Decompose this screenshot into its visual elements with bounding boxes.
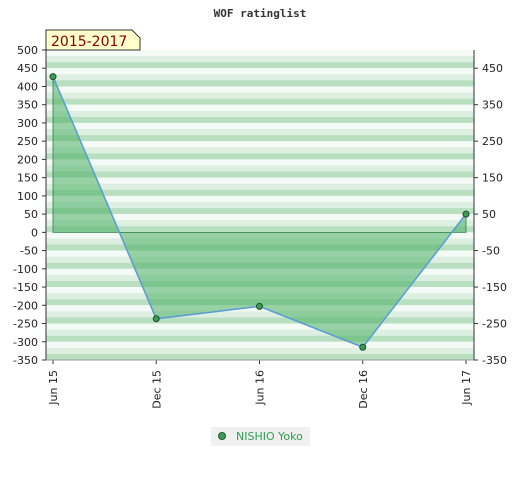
y-tick-label-right: -350 bbox=[482, 354, 507, 367]
grid-band bbox=[46, 86, 474, 93]
legend-marker bbox=[218, 432, 226, 440]
period-badge: 2015-2017 bbox=[45, 29, 141, 51]
grid-band bbox=[46, 110, 474, 117]
data-point[interactable] bbox=[359, 343, 367, 351]
grid-band bbox=[46, 159, 474, 166]
grid-band bbox=[46, 92, 474, 99]
y-tick-label: 250 bbox=[17, 135, 38, 148]
x-tick-label: Jun 16 bbox=[254, 370, 267, 406]
grid-band bbox=[46, 135, 474, 142]
grid-band bbox=[46, 311, 474, 318]
x-tick-label: Jun 15 bbox=[47, 370, 60, 406]
y-axis-left: 500450400350300250200150100500-50-100-15… bbox=[13, 44, 47, 367]
period-label: 2015-2017 bbox=[51, 34, 127, 50]
grid-band bbox=[46, 80, 474, 87]
x-axis: Jun 15 Dec 15 Jun 16 Dec 16 Jun 17 bbox=[46, 359, 474, 409]
grid-band bbox=[46, 329, 474, 336]
y-tick-label: -350 bbox=[13, 354, 38, 367]
grid-bands bbox=[46, 50, 474, 360]
y-tick-label: 400 bbox=[17, 80, 38, 93]
series-points bbox=[49, 73, 470, 351]
data-point[interactable] bbox=[462, 210, 470, 218]
y-tick-label-right: 50 bbox=[482, 208, 496, 221]
y-tick-label: 0 bbox=[31, 226, 38, 239]
y-axis-right: 450 350 250 150 50 -50 -150 -250 -350 bbox=[473, 50, 507, 367]
data-point[interactable] bbox=[49, 73, 57, 81]
grid-band bbox=[46, 323, 474, 330]
grid-band bbox=[46, 341, 474, 348]
grid-band bbox=[46, 335, 474, 342]
legend[interactable]: NISHIO Yoko bbox=[211, 427, 310, 446]
y-tick-label-right: -150 bbox=[482, 281, 507, 294]
grid-band bbox=[46, 129, 474, 136]
chart-title: WOF ratinglist bbox=[214, 7, 307, 20]
x-tick-label: Dec 16 bbox=[357, 370, 370, 409]
y-tick-label-right: -250 bbox=[482, 318, 507, 331]
y-tick-label: 450 bbox=[17, 62, 38, 75]
y-tick-label: 100 bbox=[17, 190, 38, 203]
grid-band bbox=[46, 74, 474, 81]
y-tick-label: -150 bbox=[13, 281, 38, 294]
grid-band bbox=[46, 147, 474, 154]
grid-band bbox=[46, 68, 474, 75]
y-tick-label: 500 bbox=[17, 44, 38, 57]
grid-band bbox=[46, 56, 474, 63]
grid-band bbox=[46, 98, 474, 105]
grid-band bbox=[46, 50, 474, 57]
data-point[interactable] bbox=[152, 315, 160, 323]
y-tick-label: 150 bbox=[17, 172, 38, 185]
y-tick-label: 300 bbox=[17, 117, 38, 130]
y-tick-label: -200 bbox=[13, 299, 38, 312]
grid-band bbox=[46, 208, 474, 215]
y-tick-label: 350 bbox=[17, 99, 38, 112]
y-tick-label-right: 450 bbox=[482, 62, 503, 75]
y-tick-label: 200 bbox=[17, 153, 38, 166]
grid-band bbox=[46, 116, 474, 123]
grid-band bbox=[46, 201, 474, 209]
y-tick-label: -250 bbox=[13, 318, 38, 331]
grid-band bbox=[46, 141, 474, 148]
grid-band bbox=[46, 165, 474, 172]
grid-band bbox=[46, 226, 474, 233]
y-tick-label-right: 150 bbox=[482, 172, 503, 185]
data-point[interactable] bbox=[256, 302, 263, 310]
y-tick-label: -300 bbox=[13, 336, 38, 349]
grid-band bbox=[46, 189, 474, 196]
y-tick-label: 50 bbox=[24, 208, 38, 221]
grid-band bbox=[46, 153, 474, 160]
legend-label: NISHIO Yoko bbox=[236, 430, 303, 443]
grid-band bbox=[46, 183, 474, 190]
grid-band bbox=[46, 104, 474, 111]
grid-band bbox=[46, 195, 474, 202]
y-tick-label: -100 bbox=[13, 263, 38, 276]
grid-band bbox=[46, 122, 474, 130]
grid-band bbox=[46, 62, 474, 69]
grid-band bbox=[46, 177, 474, 184]
grid-band bbox=[46, 317, 474, 324]
x-tick-label: Jun 17 bbox=[460, 370, 473, 406]
grid-band bbox=[46, 347, 474, 354]
y-tick-label-right: 350 bbox=[482, 99, 503, 112]
grid-band bbox=[46, 220, 474, 227]
grid-band bbox=[46, 214, 474, 221]
y-tick-label-right: -50 bbox=[482, 245, 500, 258]
y-tick-label: -50 bbox=[20, 245, 38, 258]
x-tick-label: Dec 15 bbox=[150, 370, 163, 409]
grid-band bbox=[46, 171, 474, 178]
grid-band bbox=[46, 353, 474, 360]
y-tick-label-right: 250 bbox=[482, 135, 503, 148]
